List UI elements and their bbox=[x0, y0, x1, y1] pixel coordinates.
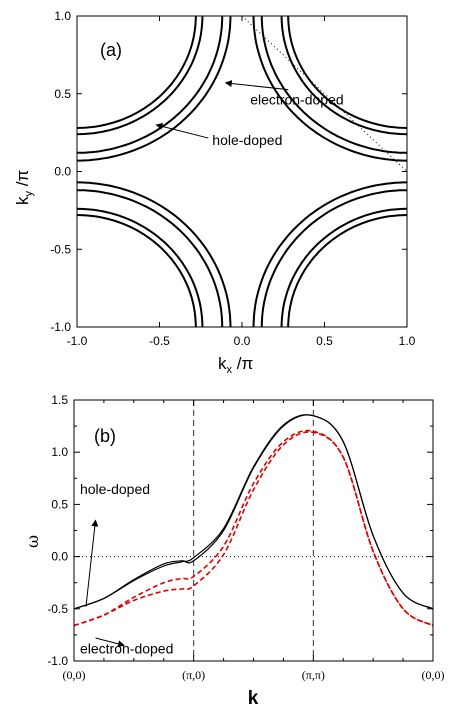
x-axis-label-b: k bbox=[248, 688, 259, 709]
panel-a-label: (a) bbox=[100, 40, 122, 60]
y-tick-label-a-2: 0.0 bbox=[54, 165, 71, 179]
fermi-surface-1-corner-3 bbox=[280, 16, 407, 136]
x-category-label-b-2: (π,π) bbox=[302, 668, 325, 682]
reference-lines bbox=[74, 400, 433, 661]
y-tick-label-b-2: 0.0 bbox=[51, 550, 68, 564]
x-tick-label-a-2: 0.0 bbox=[234, 334, 251, 348]
panel-b-label: (b) bbox=[94, 426, 116, 446]
fermi-surface-2-corner-1 bbox=[260, 189, 407, 327]
series-1-hole-doped bbox=[74, 414, 433, 610]
y-tick-label-b-3: 0.5 bbox=[51, 497, 68, 511]
fermi-surface-3-corner-3 bbox=[252, 16, 407, 162]
fermi-surface-0-corner-1 bbox=[287, 214, 407, 327]
panel-a-y-ticks: -1.0 -0.5 0.0 0.5 1.0 bbox=[50, 9, 407, 334]
fermi-surface-curves bbox=[77, 16, 407, 327]
panel-a-x-ticks: -1.0 -0.5 0.0 0.5 1.0 bbox=[67, 16, 416, 348]
panel-b-y-ticks: -1.0 -0.5 0.0 0.5 1.0 1.5 bbox=[47, 393, 433, 668]
x-axis-label-a: kx /π bbox=[218, 354, 253, 376]
panel-a-frame bbox=[76, 15, 408, 328]
fermi-surface-0-corner-3 bbox=[287, 16, 407, 129]
annotation-electron-doped-b: electron-doped bbox=[80, 637, 173, 657]
y-tick-label-a-1: -0.5 bbox=[50, 242, 71, 256]
fermi-surface-3-corner-0 bbox=[77, 181, 232, 327]
x-tick-label-a-1: -0.5 bbox=[149, 334, 170, 348]
panel-b: (0,0) (π,0) (π,π) (0,0) -1.0 -0.5 0.0 0.5 1.0 1.… bbox=[23, 393, 445, 709]
y-tick-label-b-1: -0.5 bbox=[47, 602, 68, 616]
series-2-electron-doped bbox=[74, 429, 433, 627]
dotted-reference-line bbox=[241, 16, 407, 172]
x-tick-label-a-0: -1.0 bbox=[67, 334, 88, 348]
panel-b-frame bbox=[73, 399, 434, 662]
fermi-surface-2-corner-2 bbox=[77, 16, 224, 154]
x-category-label-b-1: (π,0) bbox=[182, 668, 205, 682]
panel-a: -1.0 -0.5 0.0 0.5 1.0 -1.0-0.50.00.51.0 (a) … bbox=[13, 9, 416, 376]
x-tick-label-a-4: 1.0 bbox=[399, 334, 416, 348]
fermi-surface-2-corner-0 bbox=[77, 189, 224, 327]
annotation-text-hole-doped-b: hole-doped bbox=[80, 481, 150, 497]
dotted-diagonal bbox=[241, 16, 407, 172]
arrow-electron-doped-b bbox=[95, 637, 125, 648]
fermi-surface-3-corner-1 bbox=[252, 181, 407, 327]
y-tick-label-b-4: 1.0 bbox=[51, 445, 68, 459]
y-tick-label-a-3: 0.5 bbox=[54, 87, 71, 101]
annotation-text-electron-doped-b: electron-doped bbox=[80, 641, 173, 657]
y-tick-label-b-0: -1.0 bbox=[47, 654, 68, 668]
fermi-surface-0-corner-0 bbox=[77, 214, 197, 327]
y-axis-label-a: ky /π bbox=[13, 170, 35, 205]
series-0-hole-doped bbox=[74, 414, 433, 610]
dispersion-curves bbox=[74, 414, 433, 627]
annotation-hole-doped-a: hole-doped bbox=[155, 123, 282, 148]
fermi-surface-2-corner-3 bbox=[260, 16, 407, 154]
arrow-hole-doped-b bbox=[85, 519, 99, 607]
x-category-label-b-0: (0,0) bbox=[63, 668, 86, 682]
arrow-hole-doped-a bbox=[155, 123, 209, 139]
annotation-electron-doped-a: electron-doped bbox=[224, 80, 344, 108]
fermi-surface-1-corner-0 bbox=[77, 207, 204, 327]
arrow-electron-doped-a bbox=[224, 80, 289, 91]
annotation-text-hole-doped-a: hole-doped bbox=[212, 132, 282, 148]
fermi-surface-3-corner-2 bbox=[77, 16, 232, 162]
annotation-text-electron-doped-a: electron-doped bbox=[250, 92, 343, 108]
fermi-surface-1-corner-1 bbox=[280, 207, 407, 327]
x-category-label-b-3: (0,0) bbox=[422, 668, 445, 682]
fermi-surface-0-corner-2 bbox=[77, 16, 197, 129]
fermi-surface-1-corner-2 bbox=[77, 16, 204, 136]
y-tick-label-a-4: 1.0 bbox=[54, 9, 71, 23]
y-axis-label-b: ω bbox=[23, 535, 42, 548]
annotation-hole-doped-b: hole-doped bbox=[80, 481, 150, 607]
y-tick-label-b-5: 1.5 bbox=[51, 393, 68, 407]
panel-b-x-ticks: (0,0) (π,0) (π,π) (0,0) bbox=[63, 400, 445, 682]
x-tick-label-a-3: 0.5 bbox=[316, 334, 333, 348]
series-3-electron-doped bbox=[74, 431, 433, 627]
y-tick-label-a-0: -1.0 bbox=[50, 320, 71, 334]
